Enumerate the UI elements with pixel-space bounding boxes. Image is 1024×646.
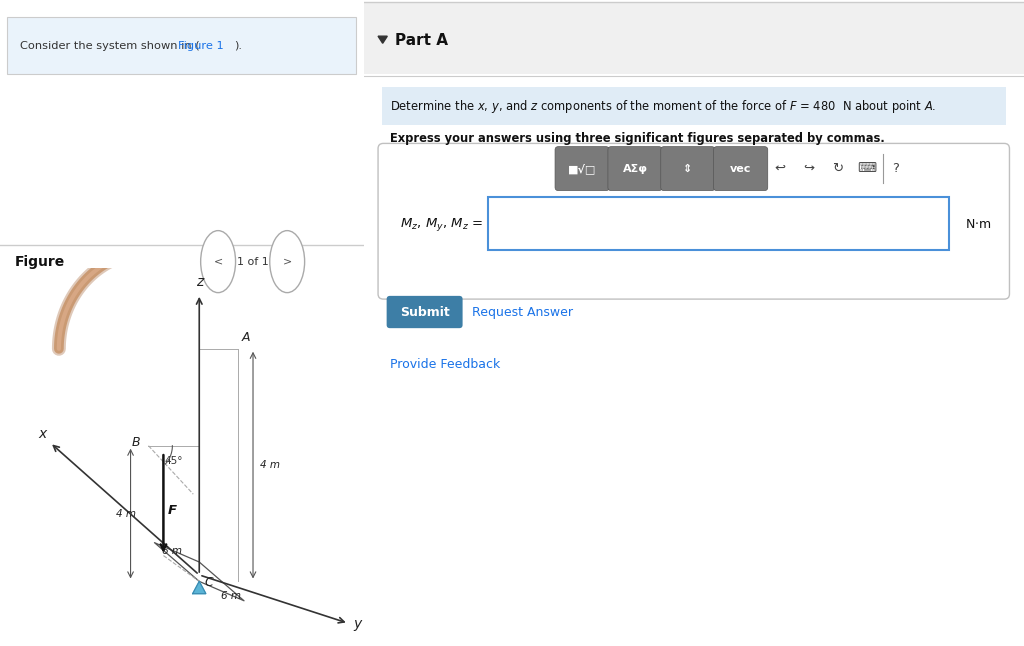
Text: <: <	[213, 256, 223, 267]
FancyBboxPatch shape	[608, 147, 663, 191]
Text: Determine the $x$, $y$, and $z$ components of the moment of the force of $\mathi: Determine the $x$, $y$, and $z$ componen…	[390, 98, 936, 115]
FancyBboxPatch shape	[7, 17, 356, 74]
Text: 6 m: 6 m	[220, 591, 241, 601]
Text: ↪: ↪	[803, 162, 814, 175]
Text: Part A: Part A	[395, 32, 449, 48]
Text: vec: vec	[730, 163, 752, 174]
Text: Consider the system shown in (: Consider the system shown in (	[20, 41, 200, 51]
Circle shape	[269, 231, 304, 293]
Circle shape	[201, 231, 236, 293]
Text: Figure 1: Figure 1	[178, 41, 224, 51]
Text: >: >	[283, 256, 292, 267]
Text: A: A	[242, 331, 250, 344]
FancyBboxPatch shape	[487, 197, 949, 250]
Text: ↻: ↻	[833, 162, 844, 175]
Text: 4 m: 4 m	[260, 460, 281, 470]
Text: x: x	[38, 426, 46, 441]
Text: 45°: 45°	[165, 455, 183, 466]
Text: B: B	[132, 436, 140, 449]
Text: Request Answer: Request Answer	[472, 306, 573, 318]
Polygon shape	[378, 36, 387, 43]
FancyBboxPatch shape	[660, 147, 715, 191]
FancyBboxPatch shape	[382, 87, 1006, 125]
Text: N$\cdot$m: N$\cdot$m	[965, 218, 991, 231]
Text: AΣφ: AΣφ	[623, 163, 647, 174]
Text: 4 m: 4 m	[116, 508, 135, 519]
Text: ↩: ↩	[774, 162, 785, 175]
Text: y: y	[353, 617, 361, 631]
Text: ⇕: ⇕	[683, 163, 692, 174]
Text: ⌨: ⌨	[857, 162, 877, 175]
Text: z: z	[196, 275, 203, 289]
Text: Figure: Figure	[14, 255, 65, 269]
Text: 6 m: 6 m	[163, 546, 182, 556]
Text: Provide Feedback: Provide Feedback	[390, 359, 500, 371]
Text: $M_z$, $M_y$, $M_z$ =: $M_z$, $M_y$, $M_z$ =	[399, 216, 483, 233]
Text: ?: ?	[893, 162, 899, 175]
FancyBboxPatch shape	[714, 147, 768, 191]
Text: F: F	[168, 504, 177, 517]
FancyBboxPatch shape	[378, 143, 1010, 299]
FancyBboxPatch shape	[555, 147, 609, 191]
Polygon shape	[193, 581, 206, 594]
FancyBboxPatch shape	[364, 3, 1024, 74]
Text: Submit: Submit	[399, 306, 450, 318]
Text: C: C	[205, 576, 213, 589]
FancyBboxPatch shape	[387, 296, 463, 328]
Text: Express your answers using three significant figures separated by commas.: Express your answers using three signifi…	[390, 132, 885, 145]
Text: ).: ).	[234, 41, 243, 51]
Text: ■√□: ■√□	[568, 163, 596, 174]
Text: 1 of 1: 1 of 1	[237, 256, 268, 267]
